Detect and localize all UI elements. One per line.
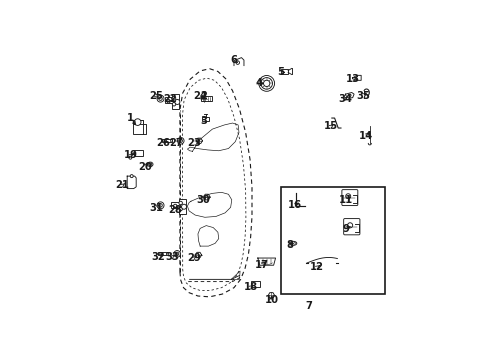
Bar xyxy=(201,96,212,101)
Circle shape xyxy=(129,156,132,159)
Bar xyxy=(172,94,179,109)
Text: 18: 18 xyxy=(243,282,257,292)
Circle shape xyxy=(173,204,177,208)
Bar xyxy=(281,187,384,294)
Circle shape xyxy=(258,76,274,91)
Text: 8: 8 xyxy=(285,240,292,250)
Text: 14: 14 xyxy=(358,131,372,141)
Text: 22: 22 xyxy=(163,94,176,104)
Text: 7: 7 xyxy=(305,301,312,311)
Circle shape xyxy=(157,95,163,102)
Circle shape xyxy=(159,97,162,100)
Circle shape xyxy=(347,223,352,228)
Text: 26: 26 xyxy=(156,138,170,148)
Text: 9: 9 xyxy=(342,224,349,234)
Ellipse shape xyxy=(147,162,153,167)
Text: 19: 19 xyxy=(123,150,138,161)
Bar xyxy=(164,98,173,103)
Text: 1: 1 xyxy=(127,113,134,123)
Bar xyxy=(133,120,142,124)
Circle shape xyxy=(179,201,182,205)
Text: 20: 20 xyxy=(138,162,151,172)
Circle shape xyxy=(179,207,182,211)
Text: 32: 32 xyxy=(151,252,165,262)
Bar xyxy=(202,117,208,121)
Text: 21: 21 xyxy=(115,180,129,190)
Text: 5: 5 xyxy=(277,67,284,77)
Bar xyxy=(162,139,171,142)
Circle shape xyxy=(263,80,269,86)
Circle shape xyxy=(157,202,163,209)
Circle shape xyxy=(177,138,183,144)
Text: 34: 34 xyxy=(337,94,351,104)
Bar xyxy=(158,252,167,255)
Text: 10: 10 xyxy=(264,296,278,305)
Text: 25: 25 xyxy=(149,91,163,101)
Text: 35: 35 xyxy=(355,91,369,101)
Ellipse shape xyxy=(170,139,172,142)
Circle shape xyxy=(181,204,186,209)
Circle shape xyxy=(345,194,350,199)
Text: 27: 27 xyxy=(169,138,183,148)
FancyBboxPatch shape xyxy=(343,219,359,235)
Circle shape xyxy=(236,61,239,64)
Bar xyxy=(179,199,185,214)
Circle shape xyxy=(159,204,162,207)
Text: 29: 29 xyxy=(186,253,200,263)
Text: 24: 24 xyxy=(193,91,207,101)
Bar xyxy=(171,202,180,208)
Circle shape xyxy=(166,99,170,103)
Circle shape xyxy=(293,242,295,244)
Text: 16: 16 xyxy=(287,201,301,210)
Circle shape xyxy=(174,251,180,257)
Text: 11: 11 xyxy=(339,195,353,205)
Circle shape xyxy=(130,175,133,177)
Bar xyxy=(133,120,142,134)
Text: 23: 23 xyxy=(187,138,201,148)
Ellipse shape xyxy=(166,252,168,255)
Text: 12: 12 xyxy=(309,262,324,272)
Bar xyxy=(134,150,142,156)
Circle shape xyxy=(134,119,141,125)
Ellipse shape xyxy=(289,241,296,245)
Circle shape xyxy=(348,94,350,96)
Text: 15: 15 xyxy=(323,121,337,131)
Text: 13: 13 xyxy=(346,74,360,84)
Text: 30: 30 xyxy=(196,195,209,205)
Text: 6: 6 xyxy=(230,55,237,65)
Circle shape xyxy=(290,242,292,244)
Circle shape xyxy=(175,99,180,104)
Text: 28: 28 xyxy=(168,204,182,215)
Text: 4: 4 xyxy=(255,78,262,89)
Ellipse shape xyxy=(148,163,151,166)
Text: 2: 2 xyxy=(200,91,206,101)
Text: 31: 31 xyxy=(149,203,163,213)
Text: 33: 33 xyxy=(165,252,179,262)
FancyBboxPatch shape xyxy=(341,190,357,206)
Circle shape xyxy=(172,103,175,106)
Text: 3: 3 xyxy=(200,116,206,126)
Text: 17: 17 xyxy=(254,260,268,270)
Bar xyxy=(251,282,260,287)
Circle shape xyxy=(175,252,179,256)
Circle shape xyxy=(179,139,182,143)
Bar xyxy=(281,69,287,74)
Circle shape xyxy=(172,96,175,100)
Circle shape xyxy=(261,78,272,89)
